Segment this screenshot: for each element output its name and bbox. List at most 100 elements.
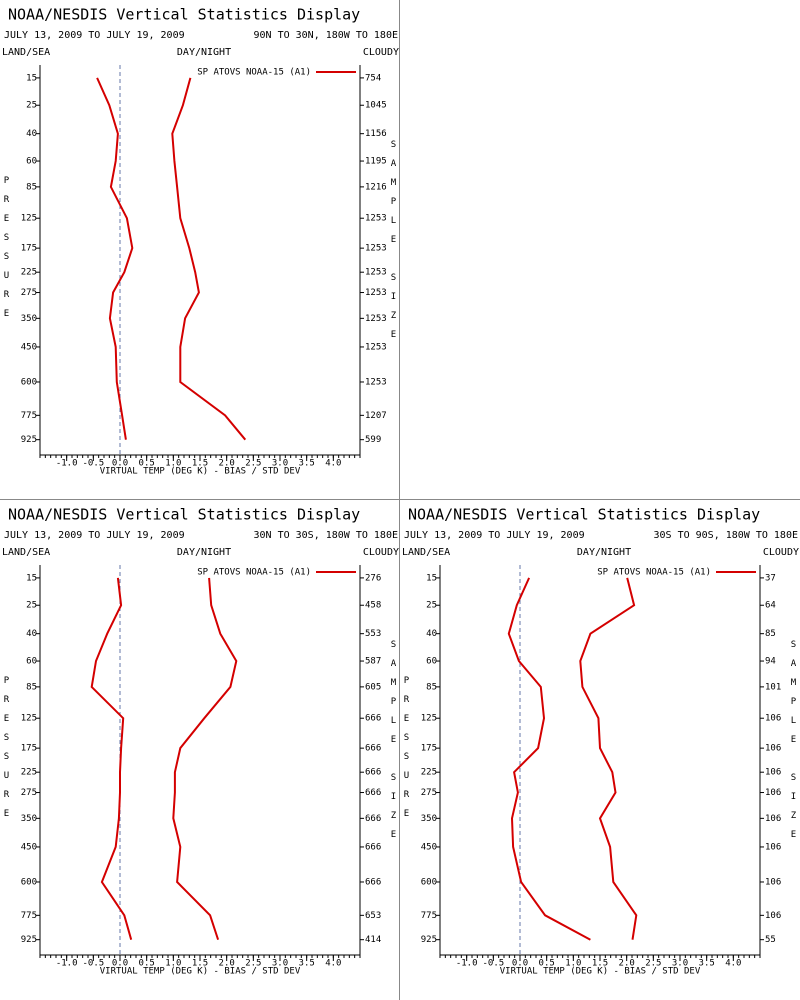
- sample-size: 1253: [365, 314, 387, 324]
- sample-size: 1045: [365, 101, 387, 111]
- std-dev-line: [171, 77, 247, 441]
- sample-size: 106: [765, 744, 781, 754]
- y-tick-label: 60: [26, 157, 37, 167]
- bias-line: [90, 577, 133, 940]
- chart-title: NOAA/NESDIS Vertical Statistics Display: [8, 506, 360, 524]
- y-tick-label: 25: [26, 601, 37, 611]
- sample-size: 666: [365, 744, 381, 754]
- x-tick-label: 3.0: [272, 459, 288, 469]
- day-night-label: DAY/NIGHT: [177, 547, 231, 558]
- y-tick-label: 925: [421, 935, 437, 945]
- bias-line: [507, 577, 591, 941]
- y-tick-label: 275: [21, 788, 37, 798]
- x-tick-label: 3.5: [699, 959, 715, 969]
- sample-size: 414: [365, 935, 381, 945]
- sample-size: 1253: [365, 288, 387, 298]
- sample-size: 55: [765, 935, 776, 945]
- chart-panel: NOAA/NESDIS Vertical Statistics Display J…: [2, 6, 400, 477]
- sample-size: 1253: [365, 268, 387, 278]
- std-dev-line: [579, 577, 638, 940]
- sample-size: 106: [765, 911, 781, 921]
- sample-size: 666: [365, 877, 381, 887]
- cloudy-label: CLOUDY: [363, 547, 399, 558]
- y-tick-label: 225: [421, 768, 437, 778]
- y2-axis-label: SAMPLE SIZE: [389, 140, 399, 349]
- y-tick-label: 25: [426, 601, 437, 611]
- y-tick-label: 775: [21, 911, 37, 921]
- x-tick-label: 2.5: [645, 959, 661, 969]
- x-tick-label: 3.0: [672, 959, 688, 969]
- sample-size: 553: [365, 629, 381, 639]
- x-tick-label: 0.0: [112, 459, 128, 469]
- region: 90N TO 30N, 180W TO 180E: [254, 30, 399, 41]
- y-tick-label: 15: [426, 573, 437, 583]
- y-tick-label: 275: [21, 288, 37, 298]
- x-tick-label: 1.0: [165, 459, 181, 469]
- y-tick-label: 40: [26, 629, 37, 639]
- x-axis-label: VIRTUAL TEMP (DEG K) - BIAS / STD DEV: [100, 467, 301, 477]
- y-tick-label: 85: [26, 682, 37, 692]
- date-range: JULY 13, 2009 TO JULY 19, 2009: [4, 530, 185, 541]
- y2-axis-label: SAMPLE SIZE: [789, 640, 799, 849]
- sample-size: 37: [765, 573, 776, 583]
- sample-size: 754: [365, 73, 381, 83]
- x-tick-label: 0.5: [539, 959, 555, 969]
- x-tick-label: 0.0: [512, 959, 528, 969]
- sample-size: 106: [765, 814, 781, 824]
- y-tick-label: 600: [21, 877, 37, 887]
- y-tick-label: 350: [21, 814, 37, 824]
- sample-size: 666: [365, 768, 381, 778]
- y-tick-label: 15: [26, 573, 37, 583]
- x-tick-label: -1.0: [456, 959, 478, 969]
- chart-panel: NOAA/NESDIS Vertical Statistics Display J…: [2, 506, 400, 977]
- y-tick-label: 40: [26, 129, 37, 139]
- y-tick-label: 225: [21, 768, 37, 778]
- legend-label: SP ATOVS NOAA-15 (A1): [197, 568, 311, 578]
- y-tick-label: 925: [21, 435, 37, 445]
- x-tick-label: -0.5: [82, 459, 104, 469]
- x-tick-label: 1.5: [192, 459, 208, 469]
- y-tick-label: 350: [421, 814, 437, 824]
- y-tick-label: 275: [421, 788, 437, 798]
- x-tick-label: 2.0: [219, 959, 235, 969]
- x-tick-label: -1.0: [56, 959, 78, 969]
- y-tick-label: 60: [426, 657, 437, 667]
- y-tick-label: 450: [21, 842, 37, 852]
- day-night-label: DAY/NIGHT: [577, 547, 631, 558]
- x-tick-label: 3.5: [299, 959, 315, 969]
- sample-size: 1253: [365, 214, 387, 224]
- sample-size: 1216: [365, 182, 387, 192]
- sample-size: 106: [765, 877, 781, 887]
- y-tick-label: 450: [21, 342, 37, 352]
- y-tick-label: 125: [421, 714, 437, 724]
- y-axis-label: PRESSURE: [2, 676, 12, 828]
- y-tick-label: 350: [21, 314, 37, 324]
- sample-size: 85: [765, 629, 776, 639]
- x-tick-label: 1.0: [565, 959, 581, 969]
- y-tick-label: 125: [21, 714, 37, 724]
- land-sea-label: LAND/SEA: [2, 547, 50, 558]
- sample-size: 94: [765, 657, 776, 667]
- x-tick-label: 2.0: [619, 959, 635, 969]
- x-tick-label: 1.5: [192, 959, 208, 969]
- x-axis-label: VIRTUAL TEMP (DEG K) - BIAS / STD DEV: [100, 967, 301, 977]
- x-tick-label: 1.5: [592, 959, 608, 969]
- sample-size: 1253: [365, 342, 387, 352]
- land-sea-label: LAND/SEA: [2, 47, 50, 58]
- x-axis-label: VIRTUAL TEMP (DEG K) - BIAS / STD DEV: [500, 967, 701, 977]
- y-tick-label: 450: [421, 842, 437, 852]
- sample-size: 666: [365, 788, 381, 798]
- y-tick-label: 25: [26, 101, 37, 111]
- sample-size: 1195: [365, 157, 387, 167]
- y-tick-label: 775: [21, 411, 37, 421]
- sample-size: 587: [365, 657, 381, 667]
- sample-size: 1207: [365, 411, 387, 421]
- x-tick-label: 3.5: [299, 459, 315, 469]
- y-tick-label: 225: [21, 268, 37, 278]
- sample-size: 106: [765, 714, 781, 724]
- sample-size: 101: [765, 682, 781, 692]
- cloudy-label: CLOUDY: [363, 47, 399, 58]
- y-tick-label: 175: [421, 744, 437, 754]
- y-tick-label: 775: [421, 911, 437, 921]
